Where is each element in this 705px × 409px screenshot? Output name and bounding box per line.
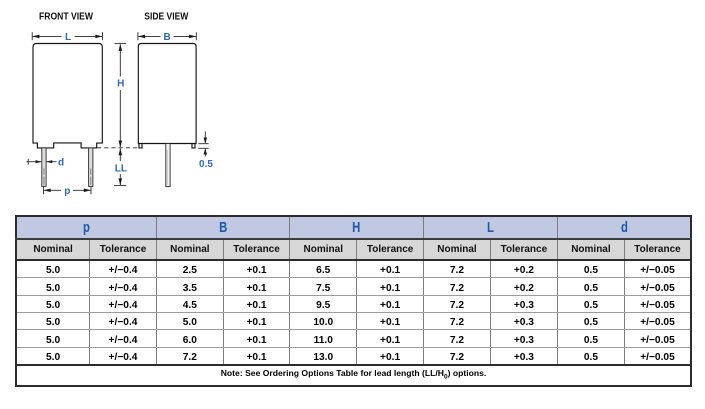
svg-text:p: p xyxy=(64,186,70,197)
svg-text:0.5: 0.5 xyxy=(199,159,213,170)
svg-text:H: H xyxy=(117,79,124,90)
svg-text:B: B xyxy=(163,32,170,43)
svg-text:FRONT VIEW: FRONT VIEW xyxy=(39,11,93,23)
svg-text:LL: LL xyxy=(115,164,127,175)
svg-text:SIDE VIEW: SIDE VIEW xyxy=(144,11,188,23)
svg-text:d: d xyxy=(58,158,64,169)
svg-text:L: L xyxy=(65,32,71,43)
